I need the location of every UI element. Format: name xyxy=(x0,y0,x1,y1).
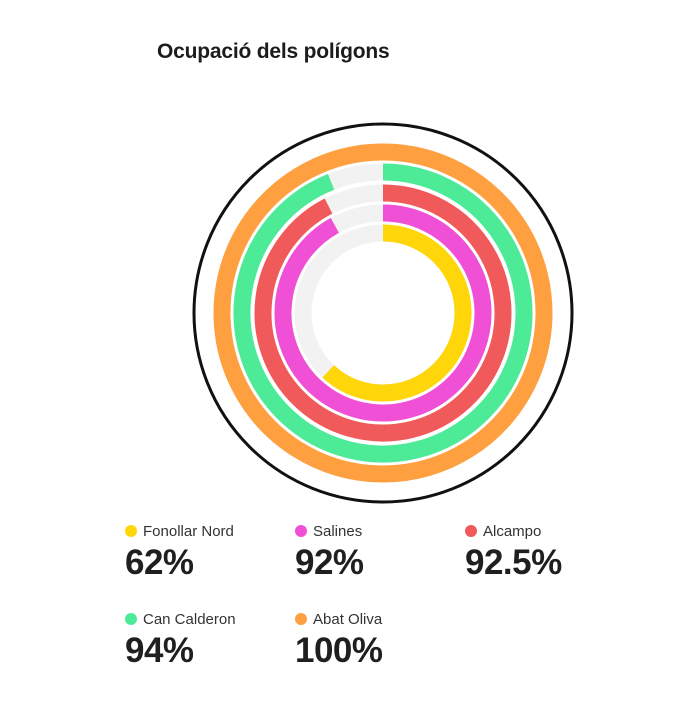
legend-label: Alcampo xyxy=(483,522,542,540)
legend-item-can-calderon: Can Calderon 94% xyxy=(125,609,236,671)
legend-value: 100% xyxy=(295,631,383,670)
outer-ring xyxy=(192,122,574,504)
legend-color-dot xyxy=(295,613,307,625)
legend-item-fonollar-nord: Fonollar Nord 62% xyxy=(125,521,234,583)
legend-value: 92.5% xyxy=(465,543,562,582)
legend-item-abat-oliva: Abat Oliva 100% xyxy=(295,609,383,671)
chart-rings xyxy=(213,143,553,483)
chart-title: Ocupació dels polígons xyxy=(157,40,390,63)
ring-bar-can-calderon xyxy=(233,163,533,463)
legend-value: 92% xyxy=(295,543,364,582)
legend-color-dot xyxy=(465,525,477,537)
legend-value: 94% xyxy=(125,631,194,670)
legend-label: Salines xyxy=(313,522,363,540)
radial-bar-chart xyxy=(192,122,574,504)
legend-label: Abat Oliva xyxy=(313,610,383,628)
legend-label: Fonollar Nord xyxy=(143,522,234,540)
legend-label: Can Calderon xyxy=(143,610,236,628)
legend-color-dot xyxy=(125,613,137,625)
legend-value: 62% xyxy=(125,543,194,582)
ring-bar-salines xyxy=(274,204,492,422)
ring-bar-fonollar-nord xyxy=(322,224,472,402)
legend-item-alcampo: Alcampo 92.5% xyxy=(465,521,562,583)
legend-item-salines: Salines 92% xyxy=(295,521,364,583)
legend-color-dot xyxy=(295,525,307,537)
ring-bar-alcampo xyxy=(254,184,512,442)
legend-color-dot xyxy=(125,525,137,537)
ring-bar-abat-oliva xyxy=(213,143,553,483)
